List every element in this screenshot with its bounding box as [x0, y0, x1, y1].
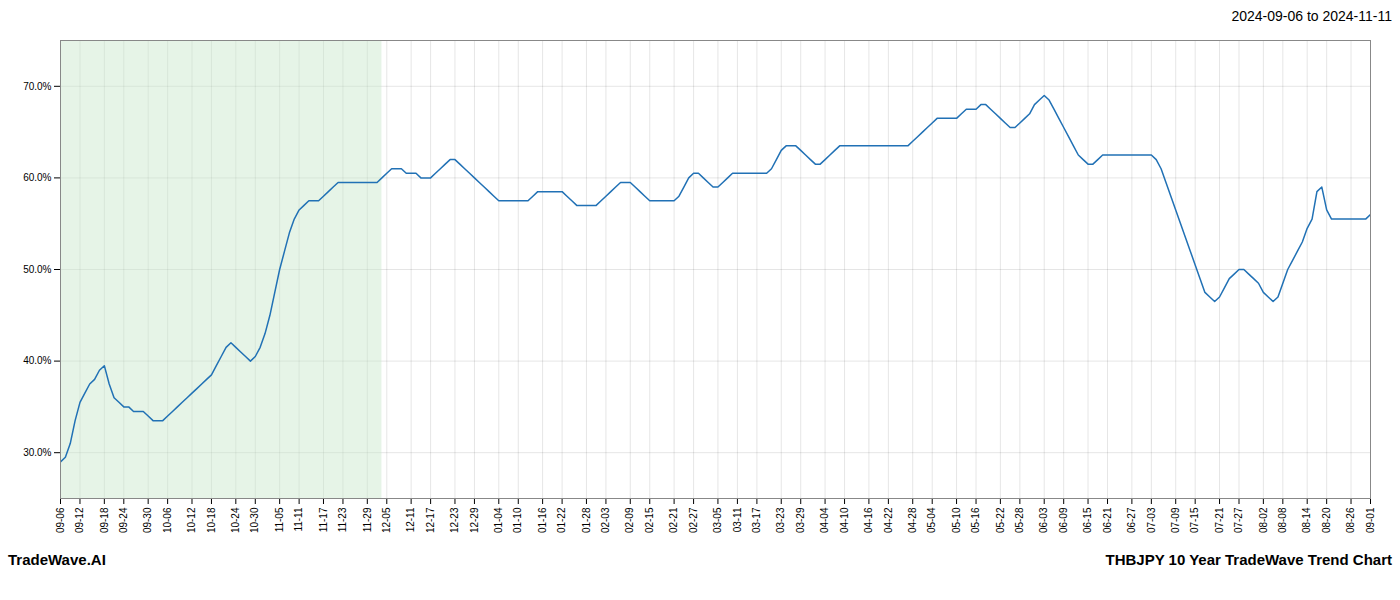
svg-text:06-03: 06-03: [1038, 507, 1049, 533]
html-text:2024-09-06 to 2024-11-11: 2024-09-06 to 2024-11-11: [1231, 8, 1392, 24]
svg-text:03-23: 03-23: [775, 507, 786, 533]
svg-text:09-12: 09-12: [74, 507, 85, 533]
svg-text:11-17: 11-17: [318, 507, 329, 532]
svg-text:02-09: 02-09: [624, 507, 635, 533]
svg-text:12-29: 12-29: [469, 507, 480, 533]
svg-text:40.0%: 40.0%: [23, 355, 51, 366]
svg-text:10-30: 10-30: [249, 507, 260, 533]
svg-text:02-21: 02-21: [668, 507, 679, 533]
svg-text:07-15: 07-15: [1189, 507, 1200, 533]
svg-text:05-28: 05-28: [1014, 507, 1025, 533]
svg-text:06-09: 06-09: [1058, 507, 1069, 533]
svg-text:07-09: 07-09: [1170, 507, 1181, 533]
svg-text:08-02: 08-02: [1258, 507, 1269, 533]
svg-text:06-15: 06-15: [1082, 507, 1093, 533]
svg-text:06-21: 06-21: [1102, 507, 1113, 533]
svg-text:12-23: 12-23: [449, 507, 460, 533]
svg-text:12-11: 12-11: [405, 507, 416, 532]
svg-text:04-10: 04-10: [839, 507, 850, 533]
svg-text:10-18: 10-18: [206, 507, 217, 533]
svg-text:10-12: 10-12: [186, 507, 197, 533]
svg-text:30.0%: 30.0%: [23, 447, 51, 458]
svg-text:07-03: 07-03: [1146, 507, 1157, 533]
svg-text:03-17: 03-17: [751, 507, 762, 533]
svg-text:05-10: 05-10: [951, 507, 962, 533]
svg-text:01-16: 01-16: [537, 507, 548, 533]
svg-text:09-24: 09-24: [118, 507, 129, 533]
svg-text:11-11: 11-11: [293, 507, 304, 532]
svg-text:09-06: 09-06: [55, 507, 66, 533]
svg-text:01-22: 01-22: [556, 507, 567, 533]
svg-text:70.0%: 70.0%: [23, 81, 51, 92]
svg-text:12-05: 12-05: [381, 507, 392, 533]
svg-text:05-22: 05-22: [995, 507, 1006, 533]
svg-text:11-05: 11-05: [274, 507, 285, 532]
svg-text:06-27: 06-27: [1126, 507, 1137, 533]
svg-text:07-27: 07-27: [1233, 507, 1244, 533]
svg-text:04-22: 04-22: [883, 507, 894, 533]
svg-text:60.0%: 60.0%: [23, 172, 51, 183]
svg-text:08-14: 08-14: [1301, 507, 1312, 533]
svg-text:05-16: 05-16: [970, 507, 981, 533]
svg-text:01-04: 01-04: [493, 507, 504, 533]
svg-text:09-30: 09-30: [142, 507, 153, 533]
svg-text:12-17: 12-17: [425, 507, 436, 533]
svg-text:11-29: 11-29: [362, 507, 373, 532]
svg-text:02-03: 02-03: [600, 507, 611, 533]
svg-text:09-01: 09-01: [1365, 507, 1376, 533]
html-text:THBJPY 10 Year TradeWave Trend: THBJPY 10 Year TradeWave Trend Chart: [1105, 551, 1392, 568]
svg-text:05-04: 05-04: [926, 507, 937, 533]
svg-text:08-20: 08-20: [1321, 507, 1332, 533]
svg-text:03-29: 03-29: [795, 507, 806, 533]
svg-text:04-16: 04-16: [863, 507, 874, 533]
svg-text:08-08: 08-08: [1277, 507, 1288, 533]
svg-text:04-04: 04-04: [819, 507, 830, 533]
svg-text:01-28: 01-28: [581, 507, 592, 533]
svg-text:04-28: 04-28: [907, 507, 918, 533]
svg-text:07-21: 07-21: [1214, 507, 1225, 533]
svg-text:10-06: 10-06: [162, 507, 173, 533]
svg-text:50.0%: 50.0%: [23, 264, 51, 275]
svg-text:02-27: 02-27: [688, 507, 699, 533]
html-text:TradeWave.AI: TradeWave.AI: [8, 551, 106, 568]
svg-text:08-26: 08-26: [1345, 507, 1356, 533]
svg-text:03-11: 03-11: [732, 507, 743, 532]
svg-text:01-10: 01-10: [512, 507, 523, 533]
svg-text:02-15: 02-15: [644, 507, 655, 533]
svg-text:11-23: 11-23: [337, 507, 348, 532]
svg-text:03-05: 03-05: [712, 507, 723, 533]
svg-text:10-24: 10-24: [230, 507, 241, 533]
svg-text:09-18: 09-18: [99, 507, 110, 533]
